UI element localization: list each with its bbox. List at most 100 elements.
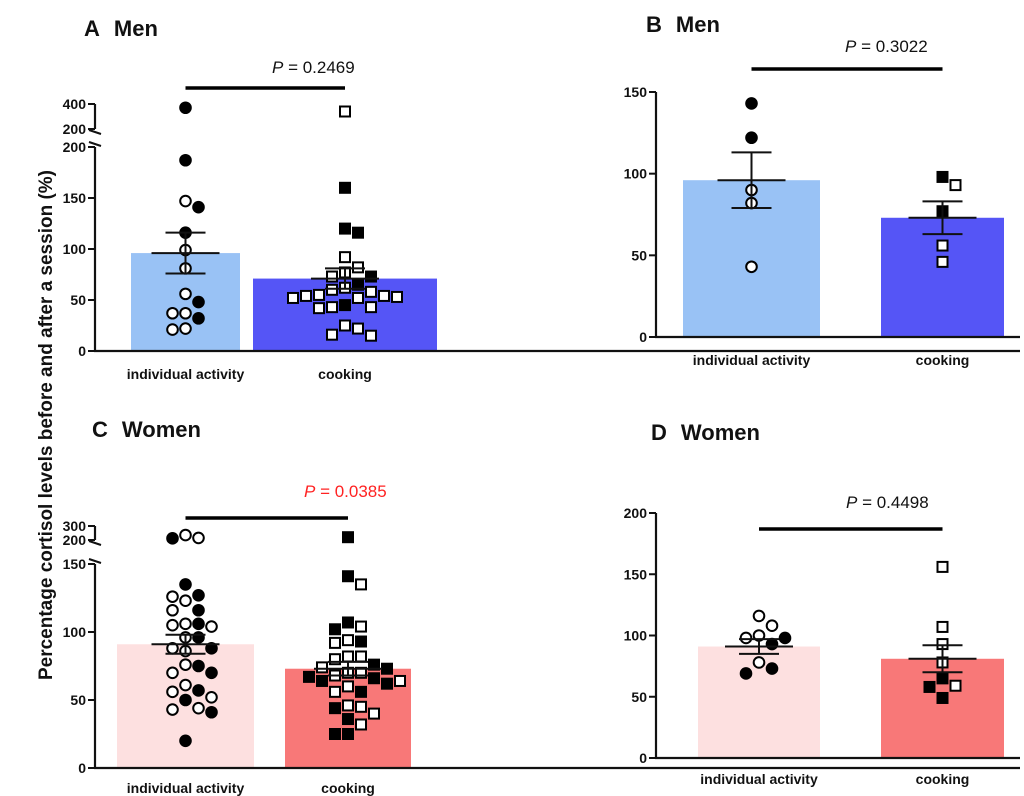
data-point xyxy=(949,679,962,692)
data-point xyxy=(936,620,949,633)
data-point xyxy=(765,637,779,651)
y-tick-label: 400 xyxy=(63,96,87,112)
data-point xyxy=(326,301,338,314)
p-value-label: P = 0.3022 xyxy=(845,37,928,56)
x-category-label: cooking xyxy=(916,771,970,787)
data-point xyxy=(179,101,192,115)
data-point xyxy=(342,713,354,726)
panel-title: B Men xyxy=(646,12,720,37)
panel-title-text: Men xyxy=(676,12,720,37)
data-point xyxy=(355,718,367,731)
p-value-text: = 0.2469 xyxy=(283,58,354,77)
data-point xyxy=(765,619,779,633)
panel-letter: B xyxy=(646,12,662,37)
data-point xyxy=(179,734,192,748)
y-tick-label: 200 xyxy=(63,121,87,137)
panel-title: C Women xyxy=(92,417,201,442)
p-symbol: P xyxy=(846,493,858,512)
data-point xyxy=(300,289,312,302)
data-point xyxy=(352,291,364,304)
axis-break-mark xyxy=(88,540,102,546)
panel-title-text: Women xyxy=(122,417,201,442)
p-symbol: P xyxy=(845,37,857,56)
data-point xyxy=(287,291,299,304)
data-point xyxy=(352,226,364,239)
data-point xyxy=(339,299,351,312)
data-point xyxy=(166,685,179,699)
data-point xyxy=(365,329,377,342)
data-point xyxy=(329,623,341,636)
data-point xyxy=(936,672,949,685)
p-value-label: P = 0.0385 xyxy=(304,482,387,501)
data-point xyxy=(179,322,192,335)
data-point xyxy=(192,617,205,631)
data-point xyxy=(205,620,218,633)
p-value-text: = 0.0385 xyxy=(315,482,386,501)
y-tick-label: 50 xyxy=(70,292,86,308)
y-tick-label: 100 xyxy=(624,166,648,182)
data-point xyxy=(745,260,758,274)
data-point xyxy=(179,287,192,301)
data-point xyxy=(339,181,351,194)
data-point xyxy=(923,680,936,693)
data-point xyxy=(752,609,766,623)
data-point xyxy=(205,666,218,680)
y-tick-label: 0 xyxy=(639,329,647,345)
data-point xyxy=(179,306,192,320)
y-tick-label: 200 xyxy=(624,505,648,521)
p-symbol: P xyxy=(304,482,316,501)
y-tick-label: 300 xyxy=(63,518,87,534)
data-point xyxy=(342,728,354,740)
data-point xyxy=(394,674,406,687)
y-tick-label: 50 xyxy=(631,247,647,263)
y-tick-label: 50 xyxy=(631,689,647,705)
data-point xyxy=(166,703,179,716)
data-point xyxy=(936,239,949,252)
data-point xyxy=(365,285,377,298)
data-point xyxy=(179,693,192,707)
chart-panel-b: B Men 0 50 100 150 individual activity cooking P… xyxy=(624,12,1020,368)
data-point xyxy=(936,560,949,573)
p-value-text: = 0.4498 xyxy=(857,493,928,512)
data-point xyxy=(339,105,351,118)
data-point xyxy=(368,672,380,685)
y-tick-label: 200 xyxy=(63,139,87,155)
p-value-label: P = 0.2469 xyxy=(272,58,355,77)
data-point xyxy=(342,680,354,693)
x-category-label: cooking xyxy=(916,352,970,368)
x-category-label: individual activity xyxy=(693,352,811,368)
y-tick-label: 0 xyxy=(639,750,647,766)
data-point xyxy=(765,662,779,675)
data-point xyxy=(752,656,766,669)
data-point xyxy=(355,685,367,698)
y-tick-label: 0 xyxy=(78,343,86,359)
data-point xyxy=(365,270,377,283)
data-point xyxy=(339,319,351,332)
panel-letter: D xyxy=(651,420,667,445)
data-point xyxy=(303,670,315,683)
data-point xyxy=(355,650,367,663)
data-point xyxy=(936,691,949,704)
data-point xyxy=(313,302,325,315)
data-point xyxy=(391,290,403,303)
data-point xyxy=(355,578,367,591)
data-point xyxy=(192,659,205,673)
data-point xyxy=(316,661,328,674)
data-point xyxy=(342,650,354,663)
y-tick-label: 0 xyxy=(78,760,86,776)
y-tick-label: 200 xyxy=(63,532,87,548)
bar-cooking xyxy=(881,217,1004,337)
data-point xyxy=(949,179,962,192)
data-point xyxy=(352,261,364,274)
data-point xyxy=(205,690,218,704)
data-point xyxy=(355,700,367,713)
data-point xyxy=(179,578,192,591)
data-point xyxy=(192,200,205,214)
data-point xyxy=(166,666,179,680)
data-point xyxy=(381,662,393,675)
p-symbol: P xyxy=(272,58,284,77)
y-tick-label: 100 xyxy=(63,241,87,257)
panel-letter: C xyxy=(92,417,108,442)
